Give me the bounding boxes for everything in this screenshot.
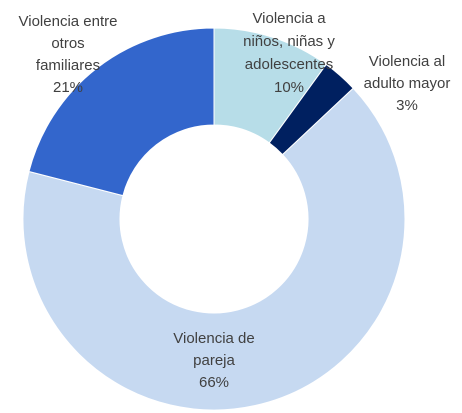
donut-slices <box>22 27 406 411</box>
slice-label-adulto-line2: adulto mayor <box>364 75 451 92</box>
slice-label-ninos-line2: niños, niñas y <box>243 33 335 50</box>
slice-label-familiares: Violencia entre <box>19 13 118 30</box>
slice-value-familiares: 21% <box>53 79 83 96</box>
slice-familiares <box>28 27 215 197</box>
slice-label-adulto: Violencia al <box>369 53 445 70</box>
donut-labels: Violencia a niños, niñas y adolescentes … <box>19 10 451 391</box>
slice-pareja <box>22 87 406 411</box>
slice-label-familiares-line2: otros <box>51 35 84 52</box>
slice-value-adulto: 3% <box>396 97 418 114</box>
slice-label-ninos-line3: adolescentes <box>245 56 333 73</box>
slice-value-ninos: 10% <box>274 79 304 96</box>
slice-label-pareja: Violencia de <box>173 330 254 347</box>
slice-label-pareja-line2: pareja <box>193 352 235 369</box>
slice-value-pareja: 66% <box>199 374 229 391</box>
slice-label-familiares-line3: familiares <box>36 57 100 74</box>
slice-label-ninos: Violencia a <box>252 10 326 27</box>
